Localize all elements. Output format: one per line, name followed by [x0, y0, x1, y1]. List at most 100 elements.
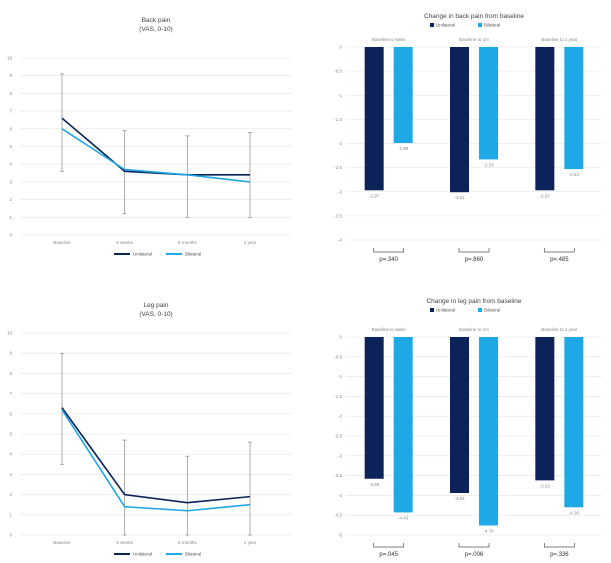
legend-label: Unilateral — [133, 552, 152, 557]
data-label: -3.58 — [369, 482, 380, 487]
legend-swatch — [478, 308, 482, 312]
x-tick-label: 6 months — [178, 540, 197, 545]
bar-bilateral — [479, 47, 498, 160]
legend-label: Bilateral — [484, 308, 500, 313]
chart-subtitle: (VAS, 0-10) — [139, 26, 172, 33]
y-tick-label: 6 — [9, 126, 12, 131]
y-tick-label: -3.5 — [334, 473, 342, 478]
legend-label: Unilateral — [436, 23, 455, 28]
y-tick-label: -4 — [338, 493, 342, 498]
y-tick-label: -5 — [338, 533, 342, 538]
data-label: -3.94 — [454, 496, 465, 501]
data-label: -4.76 — [483, 528, 494, 533]
y-tick-label: 0 — [9, 233, 12, 238]
y-tick-label: 0 — [339, 335, 342, 340]
x-tick-label: 6 weeks — [116, 240, 133, 245]
y-tick-label: 5 — [9, 432, 12, 437]
bar-unilateral — [450, 47, 469, 193]
bar-unilateral — [535, 47, 555, 191]
y-tick-label: -2.5 — [334, 434, 342, 439]
y-tick-label: 2 — [9, 492, 12, 497]
legend-swatch — [430, 308, 434, 312]
y-tick-label: 3 — [9, 472, 12, 477]
y-tick-label: -2 — [338, 414, 342, 419]
group-label: Baseline to 1 year — [541, 327, 578, 332]
x-tick-label: 1 year — [244, 240, 257, 245]
bar-bilateral — [479, 337, 498, 526]
y-tick-label: 9 — [9, 73, 12, 78]
p-bracket — [543, 248, 575, 253]
leg-pain-change-bar-chart: Change in leg pain from baseline Unilater… — [334, 298, 602, 558]
leg-pain-line-chart: Leg pain (VAS, 0-10) 0 1 2 3 4 5 6 7 8 9 10 Baseline 6… — [7, 302, 292, 557]
y-tick-label: 8 — [9, 371, 12, 376]
y-tick-label: 10 — [7, 331, 13, 336]
y-tick-label: -1.5 — [334, 117, 342, 122]
p-value: p=.336 — [550, 552, 569, 558]
group-label: Baseline to 1m — [459, 37, 489, 42]
back-pain-line-chart: Back pain (VAS, 0-10) 0 1 2 3 4 5 6 7 8 9 10 Baseline… — [7, 17, 292, 257]
y-tick-label: -4 — [338, 238, 342, 243]
p-value: p=.006 — [465, 552, 484, 558]
bar-unilateral — [535, 337, 555, 481]
bar-unilateral — [364, 337, 384, 479]
group-label: Baseline to 6wks — [372, 327, 407, 332]
bar-bilateral — [564, 47, 584, 170]
x-tick-label: 6 weeks — [116, 540, 133, 545]
legend-label: Unilateral — [436, 308, 455, 313]
bar-bilateral — [393, 47, 413, 144]
group-label: Baseline to 1 year — [541, 37, 578, 42]
group-label: Baseline to 6wks — [372, 37, 407, 42]
bar-unilateral — [450, 337, 469, 494]
p-value: p=.340 — [379, 257, 398, 263]
chart-subtitle: (VAS, 0-10) — [139, 311, 172, 318]
legend-swatch — [478, 23, 482, 27]
series-line-unilateral — [61, 117, 250, 176]
y-tick-label: 4 — [9, 162, 12, 167]
y-tick-label: -0.5 — [334, 69, 342, 74]
y-tick-label: -1 — [338, 93, 342, 98]
p-bracket — [373, 248, 405, 253]
group-label: Baseline to 1m — [459, 327, 489, 332]
p-bracket — [543, 543, 575, 548]
bar-unilateral — [364, 47, 384, 191]
y-tick-label: 1 — [9, 215, 12, 220]
y-tick-label: 0 — [339, 45, 342, 50]
y-tick-label: -1.5 — [334, 394, 342, 399]
data-label: -2.53 — [569, 172, 580, 177]
y-tick-label: -3 — [338, 453, 342, 458]
data-label: -2.97 — [540, 193, 551, 198]
p-bracket — [458, 248, 490, 253]
y-tick-label: 2 — [9, 197, 12, 202]
bar-bilateral — [393, 337, 413, 513]
bar-bilateral — [564, 337, 584, 508]
y-tick-label: 7 — [9, 391, 12, 396]
p-bracket — [458, 543, 490, 548]
legend-label: Bilateral — [185, 252, 201, 257]
y-tick-label: -3 — [338, 189, 342, 194]
p-value: p=.860 — [465, 257, 484, 263]
chart-title: Change in back pain from baseline — [424, 13, 524, 20]
x-tick-label: Baseline — [53, 540, 71, 545]
series-line-unilateral — [61, 407, 251, 504]
legend-label: Bilateral — [185, 552, 201, 557]
legend-label: Bilateral — [484, 23, 500, 28]
y-tick-label: 3 — [9, 179, 12, 184]
x-tick-label: 6 months — [178, 240, 197, 245]
data-label: -1.99 — [398, 146, 409, 151]
y-tick-label: 6 — [9, 411, 12, 416]
chart-title: Back pain — [142, 17, 171, 24]
series-line-bilateral — [61, 409, 251, 512]
data-label: -2.33 — [483, 162, 494, 167]
y-tick-label: 4 — [9, 452, 12, 457]
x-tick-label: Baseline — [53, 240, 71, 245]
y-tick-label: -0.5 — [334, 354, 342, 359]
y-tick-label: 5 — [9, 144, 12, 149]
y-tick-label: 10 — [7, 56, 13, 61]
p-value: p=.485 — [550, 257, 569, 263]
y-tick-label: -1 — [338, 374, 342, 379]
x-tick-label: 1 year — [244, 540, 257, 545]
data-label: -4.43 — [398, 515, 409, 520]
y-tick-label: -3.5 — [334, 213, 342, 218]
p-bracket — [373, 543, 405, 548]
p-value: p=.045 — [379, 552, 398, 558]
